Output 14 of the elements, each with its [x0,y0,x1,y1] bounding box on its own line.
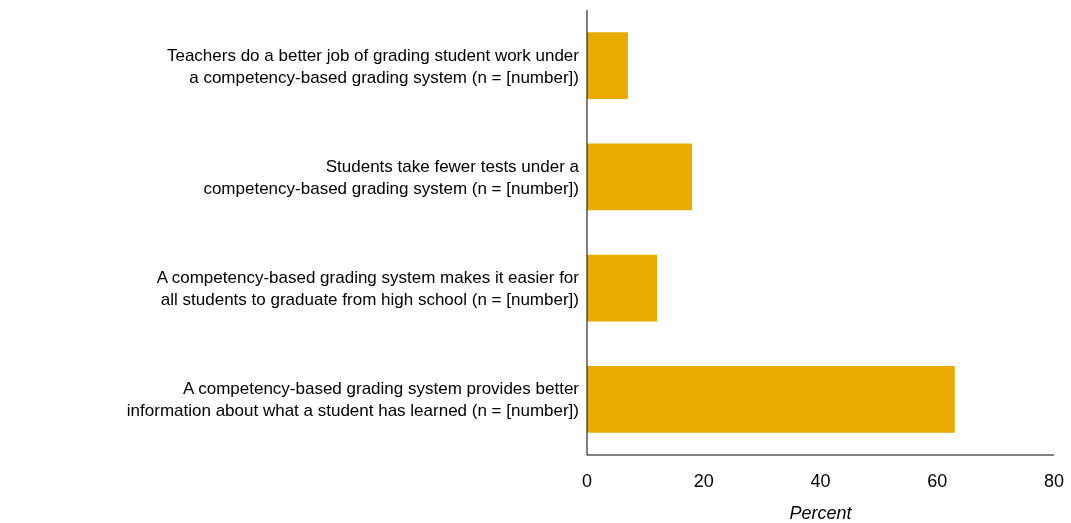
y-tick-label: Teachers do a better job of grading student work under a competency-based grading system (n = [number]) [166,45,580,87]
y-tick-label: Students take fewer tests under a competency-based grading system (n = [number]) [203,156,580,198]
y-tick-label: A competency-based grading system makes it easier for all students to graduate from high school (n = [number]) [156,268,580,310]
bar [587,143,693,211]
bar [587,366,955,433]
x-tick-label: 80 [1043,471,1065,491]
y-tick-label: A competency-based grading system provides better information about what a student has learned (n = [number]) [126,379,580,421]
x-tick-label: 0 [581,471,593,491]
x-tick-label: 60 [927,471,948,491]
bar [587,32,628,99]
bar [587,254,658,322]
x-tick-label: 40 [810,471,831,491]
x-tick-label: 20 [693,471,714,491]
x-axis-title: Percent [789,503,853,523]
